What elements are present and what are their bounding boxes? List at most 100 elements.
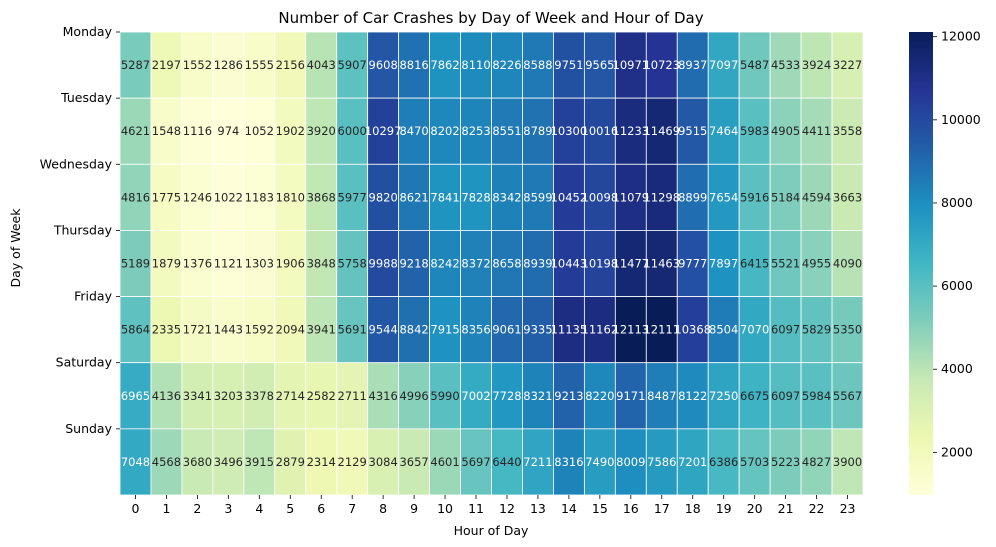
x-tick-label: 18 <box>685 501 701 516</box>
heatmap-cell <box>676 163 709 231</box>
heatmap-cell <box>336 296 369 364</box>
cell-value-label: 3848 <box>307 257 336 271</box>
cell-value-label: 3900 <box>833 455 862 469</box>
cell-value-label: 6097 <box>771 389 800 403</box>
cell-value-label: 5990 <box>430 389 459 403</box>
heatmap-cell <box>150 362 183 430</box>
heatmap-cell <box>614 230 647 297</box>
heatmap-cell <box>831 163 864 231</box>
cell-value-label: 5829 <box>802 323 831 337</box>
heatmap-cell <box>181 296 214 364</box>
cell-value-label: 7464 <box>709 124 738 138</box>
heatmap-cell <box>150 31 183 99</box>
heatmap-cell <box>614 428 647 496</box>
cell-value-label: 10297 <box>365 124 402 138</box>
cell-value-label: 2714 <box>276 389 305 403</box>
cell-value-label: 2711 <box>338 389 367 403</box>
heatmap-cell <box>707 31 740 99</box>
cell-value-label: 1052 <box>245 124 274 138</box>
cell-value-label: 9777 <box>678 257 707 271</box>
cell-value-label: 5521 <box>771 257 800 271</box>
cell-value-label: 5758 <box>338 257 367 271</box>
cell-value-label: 8939 <box>523 257 552 271</box>
cell-value-label: 5907 <box>338 58 367 72</box>
colorbar-tick-label: 8000 <box>941 195 973 210</box>
heatmap-cell <box>181 163 214 231</box>
cell-value-label: 2156 <box>276 58 305 72</box>
heatmap-cell <box>614 296 647 364</box>
cell-value-label: 6000 <box>338 124 367 138</box>
cell-value-label: 1906 <box>276 257 305 271</box>
x-tick-label: 14 <box>561 501 577 516</box>
cell-value-label: 8599 <box>523 190 552 204</box>
cell-value-label: 4136 <box>152 389 181 403</box>
cell-value-label: 10098 <box>582 190 619 204</box>
cell-value-label: 974 <box>217 124 239 138</box>
heatmap-cell <box>676 230 709 297</box>
cell-value-label: 8551 <box>492 124 521 138</box>
cell-value-label: 5691 <box>338 323 367 337</box>
heatmap-cell <box>769 296 802 364</box>
x-axis-title: Hour of Day <box>454 523 529 538</box>
heatmap-cell <box>274 296 307 364</box>
heatmap-cell <box>831 362 864 430</box>
heatmap-cell <box>491 163 523 231</box>
heatmap-cell <box>676 428 709 496</box>
heatmap-cell <box>243 230 276 297</box>
heatmap-cell <box>305 296 338 364</box>
cell-value-label: 9515 <box>678 124 707 138</box>
cell-value-label: 8789 <box>523 124 552 138</box>
cell-value-label: 3941 <box>307 323 336 337</box>
heatmap-cell <box>305 362 338 430</box>
cell-value-label: 2582 <box>307 389 336 403</box>
cell-value-label: 3084 <box>369 455 398 469</box>
x-tick-label: 8 <box>379 501 387 516</box>
cell-value-label: 8242 <box>430 257 459 271</box>
heatmap-cell <box>398 31 430 99</box>
y-axis-ticks: Monday Tuesday Wednesday Thursday Friday Satu… <box>40 24 120 436</box>
cell-value-label: 10443 <box>551 257 588 271</box>
heatmap-cell <box>645 31 678 99</box>
cell-value-label: 4568 <box>152 455 181 469</box>
heatmap-cell <box>336 428 369 496</box>
cell-value-label: 7048 <box>121 455 150 469</box>
cell-value-label: 7490 <box>585 455 614 469</box>
heatmap-cell <box>212 362 245 430</box>
heatmap-cell <box>800 362 833 430</box>
colorbar-tick-label: 12000 <box>941 29 981 44</box>
cell-value-label: 3203 <box>214 389 243 403</box>
cell-value-label: 2335 <box>152 323 181 337</box>
x-tick-label: 22 <box>809 501 825 516</box>
heatmap-cell <box>645 97 678 165</box>
heatmap-cell <box>738 163 771 231</box>
cell-value-label: 9171 <box>616 389 645 403</box>
heatmap-cell <box>305 428 338 496</box>
heatmap-cell <box>119 362 152 430</box>
heatmap-cell <box>460 296 492 364</box>
heatmap-cell <box>645 163 678 231</box>
heatmap-cell <box>398 230 430 297</box>
cell-value-label: 7728 <box>492 389 521 403</box>
cell-value-label: 1376 <box>183 257 212 271</box>
heatmap-cell <box>738 31 771 99</box>
heatmap-cell <box>119 428 152 496</box>
heatmap-cell <box>707 296 740 364</box>
cell-value-label: 1116 <box>183 124 212 138</box>
heatmap-cell <box>614 31 647 99</box>
heatmap-cells <box>119 31 864 496</box>
heatmap-cell <box>274 362 307 430</box>
heatmap-cell <box>367 230 400 297</box>
cell-value-label: 4816 <box>121 190 150 204</box>
heatmap-cell <box>336 31 369 99</box>
cell-value-label: 4043 <box>307 58 336 72</box>
heatmap-cell <box>707 428 740 496</box>
cell-value-label: 9988 <box>369 257 398 271</box>
cell-value-label: 6965 <box>121 389 150 403</box>
cell-value-label: 6386 <box>709 455 738 469</box>
cell-value-label: 3924 <box>802 58 831 72</box>
x-tick-label: 0 <box>132 501 140 516</box>
heatmap-cell <box>491 230 523 297</box>
cell-value-label: 8122 <box>678 389 707 403</box>
cell-value-label: 7862 <box>430 58 459 72</box>
cell-value-label: 3341 <box>183 389 212 403</box>
